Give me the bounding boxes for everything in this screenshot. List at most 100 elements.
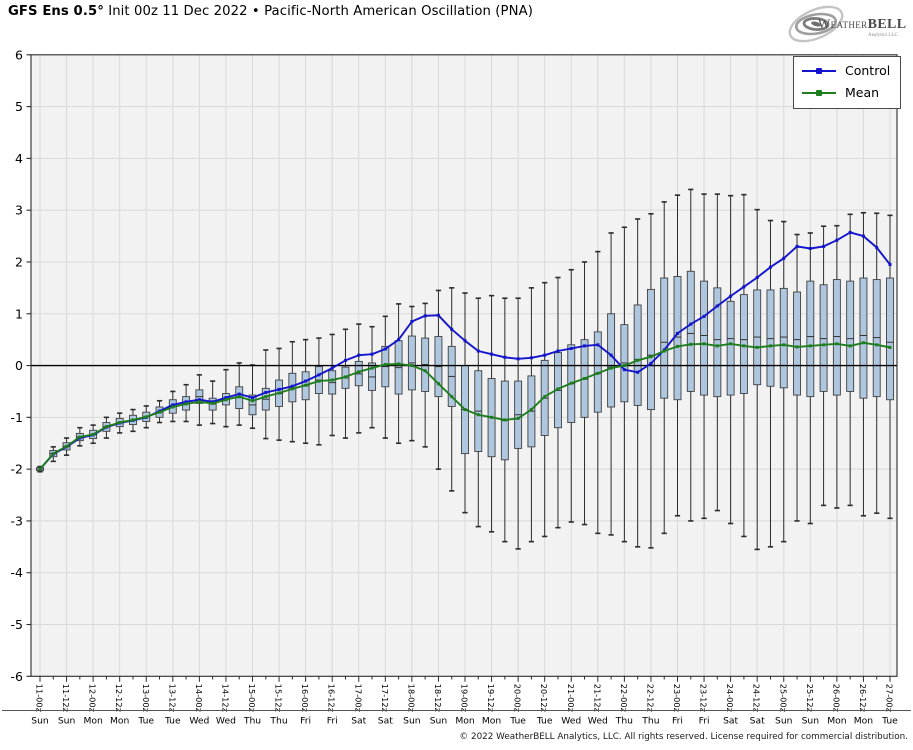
control-marker xyxy=(729,294,733,298)
mean-marker xyxy=(224,398,228,402)
mean-marker xyxy=(516,416,520,420)
ensemble-box xyxy=(739,294,748,394)
mean-marker xyxy=(875,343,879,347)
ensemble-box xyxy=(686,270,695,392)
control-marker xyxy=(861,234,865,238)
mean-marker xyxy=(184,402,188,406)
x-tick-label: 23-00z xyxy=(672,684,682,712)
ensemble-box xyxy=(713,287,722,398)
y-tick-label: -6 xyxy=(11,669,24,684)
x-day-label: Sun xyxy=(430,716,448,727)
x-day-label: Mon xyxy=(455,716,475,727)
control-marker xyxy=(171,403,175,407)
mean-line-sample-icon xyxy=(802,85,836,100)
mean-marker xyxy=(118,421,122,425)
x-tick-label: 23-12z xyxy=(699,684,709,712)
control-marker xyxy=(211,400,215,404)
control-marker xyxy=(755,276,759,280)
mean-marker xyxy=(410,364,414,368)
control-marker xyxy=(715,304,719,308)
ensemble-box xyxy=(607,313,616,408)
mean-marker xyxy=(755,345,759,349)
mean-marker xyxy=(702,342,706,346)
x-day-label: Tue xyxy=(164,716,181,727)
mean-marker xyxy=(277,391,281,395)
control-marker xyxy=(237,392,241,396)
ensemble-box xyxy=(819,284,828,392)
control-marker xyxy=(436,313,440,317)
x-day-label: Sat xyxy=(723,716,738,727)
x-day-label: Sat xyxy=(351,716,366,727)
mean-marker xyxy=(861,341,865,345)
mean-marker xyxy=(330,378,334,382)
x-tick-label: 16-00z xyxy=(300,684,310,712)
control-marker xyxy=(397,338,401,342)
mean-marker xyxy=(423,369,427,373)
x-tick-label: 25-00z xyxy=(778,684,788,712)
x-tick-label: 26-00z xyxy=(831,684,841,712)
control-marker xyxy=(835,238,839,242)
y-tick-label: 5 xyxy=(15,99,23,114)
mean-marker xyxy=(397,362,401,366)
mean-marker xyxy=(676,344,679,348)
mean-marker xyxy=(596,371,600,375)
y-tick-label: 1 xyxy=(15,306,23,321)
control-marker xyxy=(596,343,600,347)
mean-marker xyxy=(848,344,852,348)
x-day-label: Wed xyxy=(561,716,581,727)
y-tick-label: -2 xyxy=(11,462,23,477)
control-marker xyxy=(330,366,334,370)
control-marker xyxy=(808,247,812,251)
mean-marker xyxy=(689,342,693,346)
x-day-label: Sun xyxy=(775,716,793,727)
legend: Control Mean xyxy=(793,56,902,109)
mean-marker xyxy=(317,379,321,383)
page-title-rest: Init 00z 11 Dec 2022 • Pacific-North Ame… xyxy=(103,4,533,19)
mean-marker xyxy=(197,400,201,404)
control-marker xyxy=(782,256,786,260)
x-tick-label: 18-12z xyxy=(433,684,443,712)
mean-marker xyxy=(490,415,494,419)
mean-marker xyxy=(251,399,254,403)
x-day-label: Fri xyxy=(300,716,311,727)
mean-marker xyxy=(304,383,308,387)
control-marker xyxy=(184,400,188,404)
control-marker xyxy=(543,353,547,357)
y-tick-label: -4 xyxy=(11,565,24,580)
ensemble-box xyxy=(700,280,709,396)
mean-marker xyxy=(795,345,799,349)
y-tick-label: 6 xyxy=(15,47,23,62)
y-tick-label: 0 xyxy=(15,358,23,373)
footer-copyright: © 2022 WeatherBELL Analytics, LLC. All r… xyxy=(459,732,908,742)
x-day-label: Fri xyxy=(672,716,683,727)
x-tick-label: 26-12z xyxy=(858,684,868,712)
control-marker xyxy=(822,244,826,248)
y-tick-label: -5 xyxy=(11,617,23,632)
control-marker xyxy=(197,398,201,402)
x-day-label: Tue xyxy=(536,716,553,727)
mean-marker xyxy=(649,355,653,359)
mean-marker xyxy=(543,395,547,399)
x-tick-label: 19-12z xyxy=(486,684,496,712)
x-day-label: Sun xyxy=(403,716,421,727)
x-day-label: Mon xyxy=(482,716,502,727)
mean-marker xyxy=(622,364,626,368)
control-marker xyxy=(476,349,480,353)
ensemble-box xyxy=(872,279,881,398)
x-tick-label: 25-12z xyxy=(805,684,815,712)
mean-marker xyxy=(636,358,640,362)
y-tick-label: -3 xyxy=(11,513,23,528)
y-tick-label: 4 xyxy=(15,151,23,166)
control-marker xyxy=(888,263,892,267)
legend-item-mean: Mean xyxy=(802,85,890,100)
x-tick-label: 11-12z xyxy=(61,684,71,712)
x-tick-label: 15-00z xyxy=(247,684,257,712)
control-marker xyxy=(636,370,640,374)
control-marker xyxy=(383,347,387,351)
x-tick-label: 12-12z xyxy=(114,684,124,712)
logo-text-bell: BELL xyxy=(868,17,907,32)
mean-marker xyxy=(503,418,507,422)
mean-marker xyxy=(768,344,772,348)
control-marker xyxy=(450,327,454,331)
control-marker xyxy=(317,373,321,377)
